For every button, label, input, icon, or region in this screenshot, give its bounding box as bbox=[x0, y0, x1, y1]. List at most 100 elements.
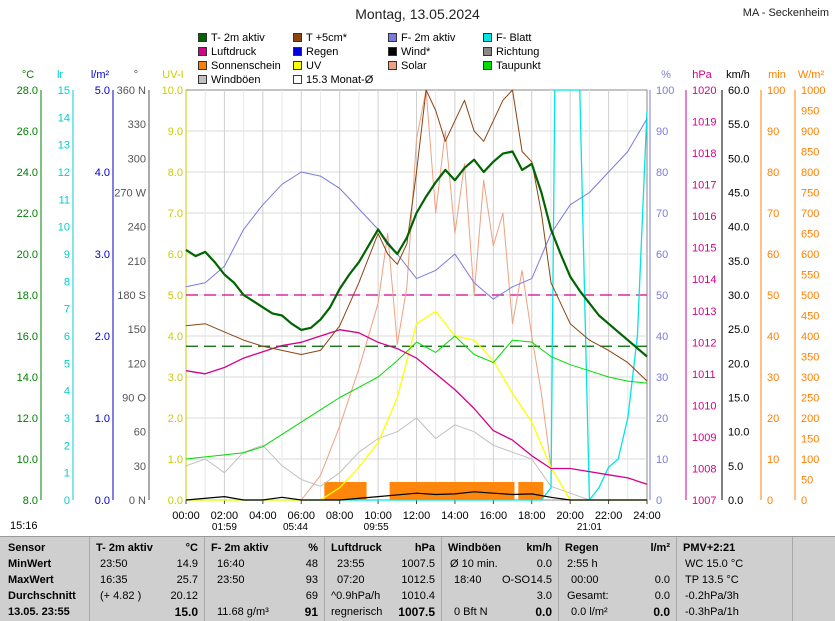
legend-swatch bbox=[293, 33, 302, 42]
axis-tick-label: 5 bbox=[64, 358, 70, 370]
axis-tick-label: 360 N bbox=[117, 85, 146, 97]
axis-tick-label: 16.0 bbox=[17, 331, 38, 343]
rain-sum: 0.0 l/m² bbox=[571, 606, 608, 618]
gust-current: 0.0 bbox=[535, 605, 552, 619]
series-line bbox=[185, 335, 648, 460]
axis-tick-label: 8.0 bbox=[23, 495, 38, 507]
axis-tick-label: 1.0 bbox=[95, 413, 110, 425]
hum-header: F- 2m aktiv bbox=[211, 542, 269, 554]
hum-max-time: 23:50 bbox=[217, 574, 245, 586]
axis-tick-label: 24.0 bbox=[17, 167, 38, 179]
axis-tick-label: 10.0 bbox=[17, 454, 38, 466]
axis-tick-label: 9.0 bbox=[168, 126, 183, 138]
x-tick-label: 12:00 bbox=[403, 510, 431, 522]
legend-item: F- Blatt bbox=[483, 31, 531, 45]
axis-tick-label: 150 bbox=[801, 434, 819, 446]
axis-tick-label: 850 bbox=[801, 147, 819, 159]
legend-item: Solar bbox=[388, 59, 427, 73]
axis-tick-label: 750 bbox=[801, 188, 819, 200]
axis-tick-label: 700 bbox=[801, 208, 819, 220]
rain-header: Regen bbox=[565, 542, 599, 554]
axis-tick-label: 600 bbox=[801, 249, 819, 261]
axis-tick-label: 50.0 bbox=[728, 153, 749, 165]
hum-max-val: 93 bbox=[305, 574, 318, 586]
axis-tick-label: 60.0 bbox=[728, 85, 749, 97]
legend-item: 15.3 Monat-Ø bbox=[293, 73, 373, 87]
time-marker-label: 09:55 bbox=[364, 522, 389, 533]
axis-tick-label: 950 bbox=[801, 106, 819, 118]
legend-item: F- 2m aktiv bbox=[388, 31, 455, 45]
axis-tick-label: 450 bbox=[801, 311, 819, 323]
legend-label: Luftdruck bbox=[211, 46, 257, 58]
weather-chart: 8.010.012.014.016.018.020.022.024.026.02… bbox=[17, 69, 826, 533]
axis-tick-label: 20 bbox=[656, 413, 668, 425]
axis-tick-label: 550 bbox=[801, 270, 819, 282]
axis-tick-label: 90 bbox=[767, 126, 779, 138]
temp-min-val: 14.9 bbox=[176, 558, 198, 570]
stats-table: Sensor MinWert MaxWert Durchschnitt 13.0… bbox=[0, 536, 835, 621]
series-line bbox=[186, 89, 647, 501]
legend-swatch bbox=[198, 61, 207, 70]
legend-swatch bbox=[388, 47, 397, 56]
axis-tick-label: 250 bbox=[801, 393, 819, 405]
rain-duration: 2:55 h bbox=[567, 558, 598, 570]
legend-label: Richtung bbox=[496, 46, 540, 58]
axis-tick-label: 30.0 bbox=[728, 290, 749, 302]
legend-item: T- 2m aktiv bbox=[198, 31, 265, 45]
axis-tick-label: 100 bbox=[801, 454, 819, 466]
axis-tick-label: 90 O bbox=[122, 393, 146, 405]
legend-swatch bbox=[293, 75, 302, 84]
temp-avg-note: (+ 4.82 ) bbox=[100, 590, 142, 602]
axis-unit-label: hPa bbox=[692, 69, 712, 81]
rain-time: 00:00 bbox=[571, 574, 599, 586]
col-hum: F- 2m aktiv % 16:40 48 23:50 93 69 11.68… bbox=[205, 537, 325, 621]
axis-tick-label: 0.0 bbox=[728, 495, 743, 507]
time-marker-label: 05:44 bbox=[283, 522, 308, 533]
axis-tick-label: 650 bbox=[801, 229, 819, 241]
axis-tick-label: 1000 bbox=[801, 85, 825, 97]
axis-tick-label: 1009 bbox=[692, 432, 716, 444]
gust-avg-label: Ø 10 min. bbox=[450, 558, 498, 570]
axis-unit-label: lr bbox=[57, 69, 63, 81]
sunshine-block bbox=[389, 482, 515, 500]
gust-header: Windböen bbox=[448, 542, 502, 554]
axis-tick-label: 350 bbox=[801, 352, 819, 364]
pmv-header: PMV+2:21 bbox=[683, 542, 736, 554]
axis-tick-label: 1018 bbox=[692, 148, 716, 160]
axis-tick-label: 15.0 bbox=[728, 393, 749, 405]
axis-unit-label: min bbox=[768, 69, 786, 81]
axis-tick-label: 0 bbox=[801, 495, 807, 507]
legend-swatch bbox=[198, 47, 207, 56]
temp-min-time: 23:50 bbox=[100, 558, 128, 570]
axis-tick-label: 240 bbox=[128, 222, 146, 234]
axis-tick-label: 100 bbox=[767, 85, 785, 97]
hum-current: 91 bbox=[304, 605, 318, 619]
series-line bbox=[185, 118, 648, 300]
axis-tick-label: 3 bbox=[64, 413, 70, 425]
axis-tick-label: 55.0 bbox=[728, 119, 749, 131]
x-tick-label: 14:00 bbox=[441, 510, 469, 522]
pmv-tp: TP 13.5 °C bbox=[685, 574, 739, 586]
temp-max-time: 16:35 bbox=[100, 574, 128, 586]
x-tick-label: 24:00 bbox=[633, 510, 661, 522]
axis-unit-label: % bbox=[661, 69, 671, 81]
axis-tick-label: 7.0 bbox=[168, 208, 183, 220]
time-marker-label: 21:01 bbox=[577, 522, 602, 533]
series-line bbox=[185, 150, 648, 358]
axis-tick-label: 11 bbox=[59, 194, 70, 206]
axis-tick-label: 5.0 bbox=[95, 85, 110, 97]
axis-tick-label: 80 bbox=[656, 167, 668, 179]
axis-tick-label: 7 bbox=[64, 304, 70, 316]
rain-total-val: 0.0 bbox=[654, 590, 670, 602]
col-gust: Windböen km/h Ø 10 min. 0.0 18:40 O-SO 1… bbox=[442, 537, 559, 621]
series-line bbox=[185, 329, 648, 485]
axis-unit-label: km/h bbox=[726, 69, 750, 81]
hum-abs: 11.68 g/m³ bbox=[217, 606, 269, 618]
legend-swatch bbox=[388, 33, 397, 42]
axis-tick-label: 20.0 bbox=[728, 358, 749, 370]
sunshine-block bbox=[518, 482, 544, 500]
axis-tick-label: 60 bbox=[767, 249, 779, 261]
legend-swatch bbox=[483, 33, 492, 42]
axis-tick-label: 1016 bbox=[692, 211, 716, 223]
axis-tick-label: 4.0 bbox=[95, 167, 110, 179]
